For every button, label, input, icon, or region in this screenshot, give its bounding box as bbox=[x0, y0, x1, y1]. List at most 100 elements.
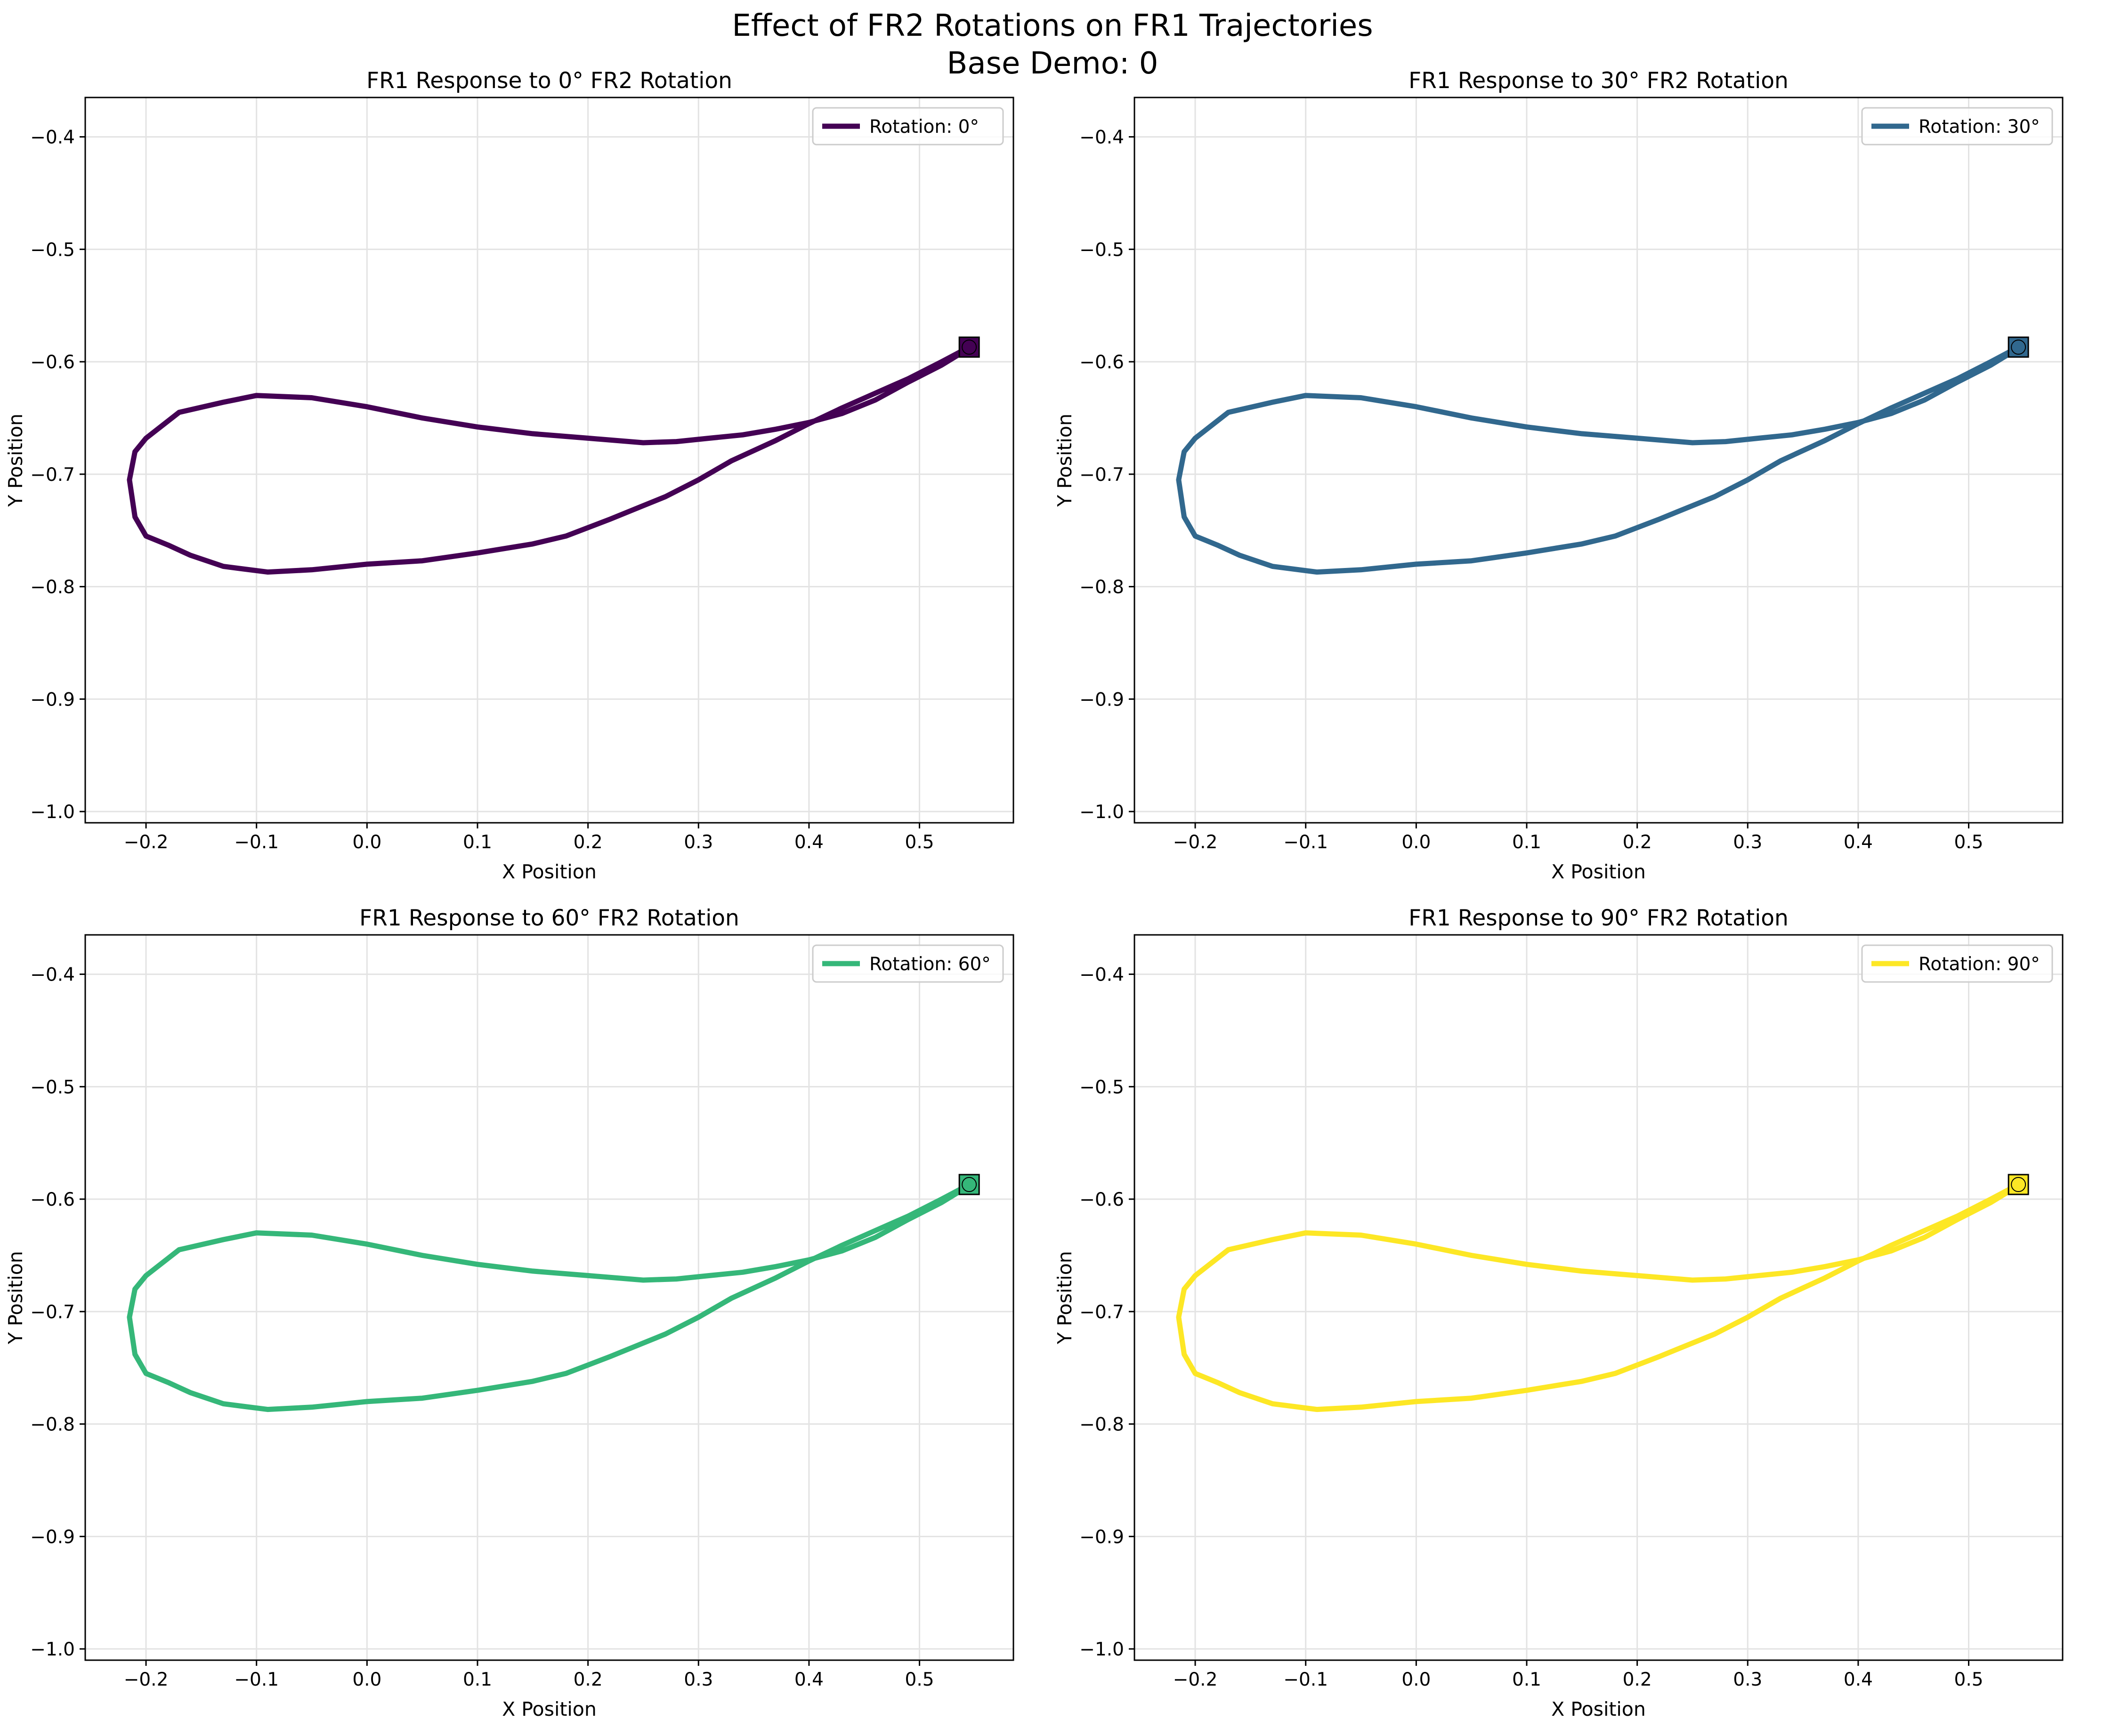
x-tick-label: −0.2 bbox=[124, 832, 169, 853]
y-axis-label: Y Position bbox=[1053, 1251, 1076, 1345]
x-tick-label: 0.4 bbox=[794, 832, 824, 853]
x-tick-label: 0.1 bbox=[463, 1669, 492, 1690]
y-axis-label: Y Position bbox=[1053, 414, 1076, 507]
axes-frame bbox=[1133, 934, 2064, 1661]
subplot-1: FR1 Response to 0° FR2 Rotation −0.2 −0.1 0… bbox=[4, 68, 1014, 883]
legend-label: Rotation: 90° bbox=[1919, 954, 2040, 975]
y-tick-label: −1.0 bbox=[30, 802, 75, 823]
axes-frame bbox=[84, 97, 1014, 824]
axes-frame bbox=[84, 934, 1014, 1661]
x-tick-label: −0.2 bbox=[1173, 832, 1218, 853]
x-tick-label: 0.2 bbox=[574, 832, 603, 853]
x-tick-label: 0.4 bbox=[794, 1669, 824, 1690]
figure-title: Effect of FR2 Rotations on FR1 Trajector… bbox=[732, 8, 1373, 43]
y-tick-label: −0.8 bbox=[1079, 1414, 1124, 1436]
y-tick-label: −0.9 bbox=[1079, 1526, 1124, 1548]
x-tick-label: −0.1 bbox=[234, 1669, 279, 1690]
x-tick-label: 0.1 bbox=[1512, 1669, 1541, 1690]
y-axis-label: Y Position bbox=[4, 1251, 27, 1345]
x-tick-label: 0.3 bbox=[1733, 1669, 1762, 1690]
legend-label: Rotation: 0° bbox=[869, 116, 979, 138]
legend-box bbox=[1861, 107, 2053, 146]
x-tick-label: 0.0 bbox=[1401, 1669, 1431, 1690]
x-tick-label: 0.3 bbox=[684, 1669, 713, 1690]
x-tick-label: 0.3 bbox=[1733, 832, 1762, 853]
x-tick-label: 0.1 bbox=[463, 832, 492, 853]
y-tick-label: −0.8 bbox=[30, 1414, 75, 1436]
x-axis-label: X Position bbox=[1551, 1698, 1646, 1720]
start-marker bbox=[2011, 1177, 2026, 1192]
subplot-2: FR1 Response to 30° FR2 Rotation −0.2 −0.1… bbox=[1053, 68, 2064, 883]
subplot-title: FR1 Response to 90° FR2 Rotation bbox=[1409, 905, 1789, 931]
subplot-4: FR1 Response to 90° FR2 Rotation −0.2 −0.1… bbox=[1053, 905, 2064, 1720]
x-tick-label: −0.2 bbox=[124, 1669, 169, 1690]
y-tick-label: −0.6 bbox=[30, 352, 75, 373]
legend-label: Rotation: 30° bbox=[1919, 116, 2040, 138]
x-tick-label: 0.5 bbox=[1954, 1669, 1984, 1690]
y-tick-label: −0.6 bbox=[1079, 352, 1124, 373]
legend: Rotation: 90° bbox=[1861, 944, 2053, 983]
y-tick-label: −0.7 bbox=[30, 464, 75, 486]
x-tick-label: 0.5 bbox=[1954, 832, 1984, 853]
trajectory-line bbox=[1176, 344, 2021, 575]
x-axis-label: X Position bbox=[502, 860, 597, 883]
y-tick-label: −0.7 bbox=[1079, 1302, 1124, 1323]
x-tick-label: −0.1 bbox=[1283, 1669, 1328, 1690]
y-tick-label: −0.4 bbox=[30, 127, 75, 148]
subplot-3: FR1 Response to 60° FR2 Rotation −0.2 −0.1… bbox=[4, 905, 1014, 1720]
y-tick-label: −0.6 bbox=[30, 1189, 75, 1210]
subplot-title: FR1 Response to 60° FR2 Rotation bbox=[359, 905, 739, 931]
legend-box bbox=[812, 944, 1004, 983]
y-tick-label: −1.0 bbox=[1079, 1639, 1124, 1660]
legend-label: Rotation: 60° bbox=[869, 954, 991, 975]
y-tick-label: −0.6 bbox=[1079, 1189, 1124, 1210]
axes-frame bbox=[1133, 97, 2064, 824]
y-tick-label: −0.5 bbox=[30, 239, 75, 260]
x-tick-label: 0.4 bbox=[1844, 1669, 1873, 1690]
panels-group: FR1 Response to 0° FR2 Rotation −0.2 −0.1 0… bbox=[4, 68, 2064, 1720]
trajectory-line bbox=[127, 1182, 972, 1412]
x-tick-label: 0.2 bbox=[1623, 832, 1652, 853]
subplot-title: FR1 Response to 30° FR2 Rotation bbox=[1409, 68, 1789, 94]
start-marker bbox=[2011, 340, 2026, 355]
legend-box bbox=[1861, 944, 2053, 983]
start-marker bbox=[962, 340, 977, 355]
x-tick-label: 0.5 bbox=[905, 1669, 934, 1690]
legend-box bbox=[812, 107, 1004, 146]
y-tick-label: −0.8 bbox=[30, 577, 75, 598]
y-tick-label: −0.8 bbox=[1079, 577, 1124, 598]
y-tick-label: −0.7 bbox=[1079, 464, 1124, 486]
legend: Rotation: 30° bbox=[1861, 107, 2053, 146]
y-tick-label: −0.9 bbox=[1079, 689, 1124, 710]
y-tick-label: −1.0 bbox=[30, 1639, 75, 1660]
x-tick-label: 0.2 bbox=[1623, 1669, 1652, 1690]
x-axis-label: X Position bbox=[1551, 860, 1646, 883]
start-marker bbox=[962, 1177, 977, 1192]
y-tick-label: −0.9 bbox=[30, 689, 75, 710]
y-tick-label: −0.4 bbox=[1079, 965, 1124, 986]
x-tick-label: −0.2 bbox=[1173, 1669, 1218, 1690]
x-tick-label: 0.2 bbox=[574, 1669, 603, 1690]
y-tick-label: −0.5 bbox=[30, 1077, 75, 1098]
y-tick-label: −0.5 bbox=[1079, 1077, 1124, 1098]
y-tick-label: −0.7 bbox=[30, 1302, 75, 1323]
x-tick-label: 0.1 bbox=[1512, 832, 1541, 853]
y-tick-label: −1.0 bbox=[1079, 802, 1124, 823]
subplot-title: FR1 Response to 0° FR2 Rotation bbox=[366, 68, 732, 94]
x-tick-label: 0.0 bbox=[352, 1669, 381, 1690]
y-tick-label: −0.4 bbox=[1079, 127, 1124, 148]
x-tick-label: 0.0 bbox=[352, 832, 381, 853]
figure-subtitle: Base Demo: 0 bbox=[947, 46, 1158, 81]
legend: Rotation: 0° bbox=[812, 107, 1004, 146]
legend: Rotation: 60° bbox=[812, 944, 1004, 983]
x-tick-label: 0.5 bbox=[905, 832, 934, 853]
x-tick-label: −0.1 bbox=[1283, 832, 1328, 853]
y-axis-label: Y Position bbox=[4, 414, 27, 507]
trajectory-line bbox=[127, 344, 972, 575]
x-tick-label: 0.4 bbox=[1844, 832, 1873, 853]
x-tick-label: −0.1 bbox=[234, 832, 279, 853]
x-tick-label: 0.3 bbox=[684, 832, 713, 853]
y-tick-label: −0.9 bbox=[30, 1526, 75, 1548]
